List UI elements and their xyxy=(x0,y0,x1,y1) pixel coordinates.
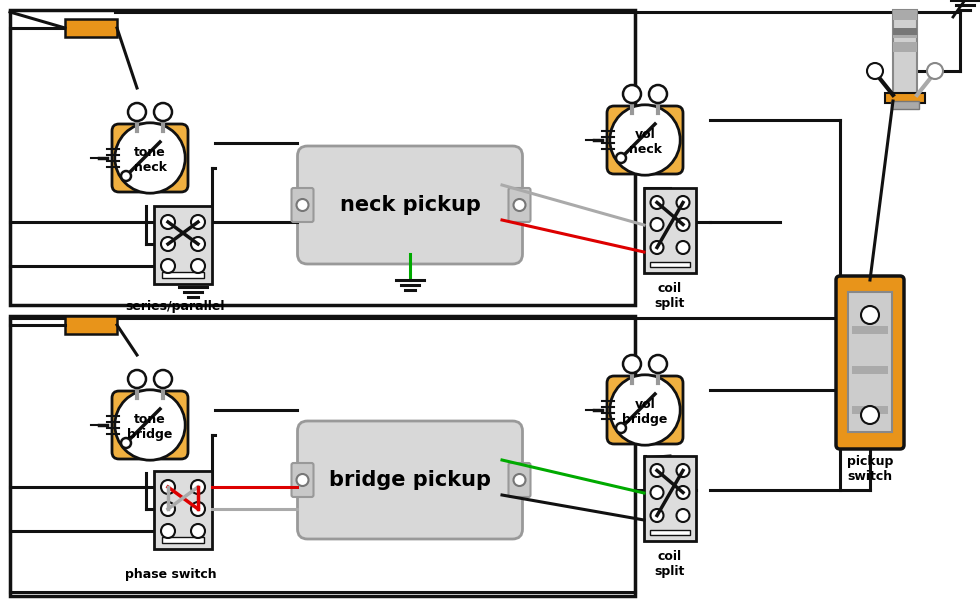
Circle shape xyxy=(514,474,525,486)
Circle shape xyxy=(154,370,172,388)
FancyBboxPatch shape xyxy=(607,376,683,444)
Circle shape xyxy=(676,509,690,522)
Circle shape xyxy=(191,480,205,494)
Bar xyxy=(650,530,690,535)
Text: coil
split: coil split xyxy=(655,551,685,579)
Bar xyxy=(893,10,917,100)
Bar xyxy=(893,10,917,20)
Text: neck pickup: neck pickup xyxy=(339,195,480,215)
Circle shape xyxy=(649,85,667,103)
Circle shape xyxy=(676,464,690,477)
Text: phase switch: phase switch xyxy=(125,568,217,581)
Circle shape xyxy=(121,171,131,181)
Bar xyxy=(852,406,888,414)
Circle shape xyxy=(927,63,943,79)
Circle shape xyxy=(514,199,525,211)
Circle shape xyxy=(651,486,663,499)
Bar xyxy=(893,42,917,52)
Bar xyxy=(162,272,204,278)
Text: vol
bridge: vol bridge xyxy=(622,398,667,426)
FancyBboxPatch shape xyxy=(836,276,904,449)
Bar xyxy=(154,206,212,284)
Circle shape xyxy=(115,123,185,193)
Circle shape xyxy=(161,502,175,516)
FancyBboxPatch shape xyxy=(298,146,522,264)
FancyBboxPatch shape xyxy=(291,463,314,497)
Bar xyxy=(650,262,690,266)
Bar xyxy=(893,28,917,38)
FancyBboxPatch shape xyxy=(509,463,530,497)
Circle shape xyxy=(191,215,205,229)
Circle shape xyxy=(191,237,205,251)
Circle shape xyxy=(623,85,641,103)
FancyBboxPatch shape xyxy=(112,391,188,459)
Bar xyxy=(893,28,917,35)
Circle shape xyxy=(191,524,205,538)
Bar xyxy=(162,537,204,543)
FancyBboxPatch shape xyxy=(607,106,683,174)
Text: tone
bridge: tone bridge xyxy=(127,413,172,441)
Circle shape xyxy=(649,355,667,373)
Circle shape xyxy=(610,375,680,445)
Bar xyxy=(644,188,696,273)
Circle shape xyxy=(297,199,309,211)
FancyBboxPatch shape xyxy=(298,421,522,539)
Circle shape xyxy=(676,218,690,231)
Bar xyxy=(154,471,212,549)
Bar xyxy=(65,316,117,334)
Circle shape xyxy=(651,509,663,522)
Circle shape xyxy=(651,196,663,209)
Circle shape xyxy=(676,486,690,499)
Circle shape xyxy=(623,355,641,373)
FancyBboxPatch shape xyxy=(112,124,188,192)
Circle shape xyxy=(128,370,146,388)
Circle shape xyxy=(861,406,879,424)
Circle shape xyxy=(616,423,626,433)
Bar xyxy=(891,101,919,109)
Circle shape xyxy=(616,153,626,163)
Text: pickup
switch: pickup switch xyxy=(847,455,893,483)
Circle shape xyxy=(161,480,175,494)
Circle shape xyxy=(128,103,146,121)
Circle shape xyxy=(161,237,175,251)
FancyBboxPatch shape xyxy=(509,188,530,222)
Bar xyxy=(10,10,635,305)
Bar xyxy=(852,326,888,334)
Text: vol
neck: vol neck xyxy=(628,128,662,156)
Circle shape xyxy=(651,241,663,254)
Circle shape xyxy=(676,241,690,254)
Circle shape xyxy=(154,103,172,121)
Text: series/parallel: series/parallel xyxy=(125,300,224,313)
Circle shape xyxy=(191,259,205,273)
Bar xyxy=(852,366,888,374)
Circle shape xyxy=(161,259,175,273)
Circle shape xyxy=(161,215,175,229)
Circle shape xyxy=(115,390,185,460)
Text: coil
split: coil split xyxy=(655,282,685,310)
Circle shape xyxy=(867,63,883,79)
Circle shape xyxy=(191,502,205,516)
Bar xyxy=(644,455,696,541)
Text: tone
neck: tone neck xyxy=(133,146,167,174)
Text: bridge pickup: bridge pickup xyxy=(329,470,491,490)
Bar xyxy=(10,316,635,596)
Circle shape xyxy=(610,105,680,175)
Bar xyxy=(848,292,892,432)
Bar xyxy=(65,19,117,37)
Circle shape xyxy=(651,464,663,477)
Circle shape xyxy=(161,524,175,538)
Circle shape xyxy=(651,218,663,231)
Bar xyxy=(885,93,925,103)
FancyBboxPatch shape xyxy=(291,188,314,222)
Circle shape xyxy=(121,438,131,448)
Circle shape xyxy=(676,196,690,209)
Circle shape xyxy=(861,306,879,324)
Circle shape xyxy=(297,474,309,486)
